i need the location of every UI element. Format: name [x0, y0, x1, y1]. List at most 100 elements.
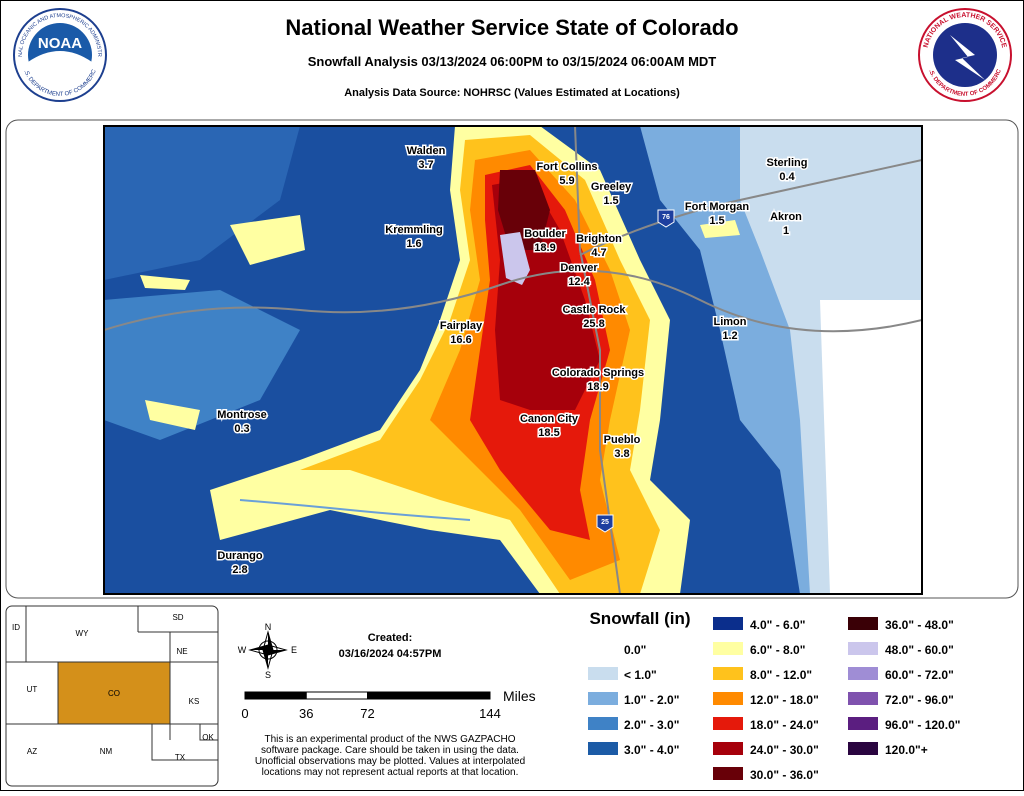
legend-swatch — [713, 642, 743, 655]
compass-label: S — [265, 670, 271, 680]
scale-segment — [244, 691, 307, 700]
legend-label: 0.0" — [624, 643, 646, 657]
city-value: 25.8 — [583, 318, 604, 330]
city-name: Kremmling — [385, 224, 442, 236]
state-label: WY — [76, 629, 90, 638]
scale-tick-label: 36 — [299, 706, 313, 721]
subtitle: Snowfall Analysis 03/13/2024 06:00PM to … — [308, 54, 717, 69]
city-name: Greeley — [591, 181, 632, 193]
city-name: Montrose — [217, 409, 267, 421]
legend-swatch — [848, 617, 878, 630]
city-name: Akron — [770, 211, 802, 223]
city-value: 2.8 — [232, 564, 247, 576]
city-value: 0.4 — [779, 171, 795, 183]
city-name: Canon City — [520, 413, 579, 425]
city-name: Brighton — [576, 233, 622, 245]
city-name: Colorado Springs — [552, 367, 644, 379]
legend-label: 72.0" - 96.0" — [885, 693, 954, 707]
highway-76: 76 — [657, 209, 675, 228]
city-value: 18.9 — [587, 381, 608, 393]
city-value: 18.9 — [534, 242, 555, 254]
legend-label: 36.0" - 48.0" — [885, 618, 954, 632]
state-label: TX — [175, 753, 186, 762]
source: Analysis Data Source: NOHRSC (Values Est… — [344, 87, 680, 99]
legend-label: 6.0" - 8.0" — [750, 643, 805, 657]
compass-rose: N E S W — [238, 622, 297, 680]
snow-map — [104, 126, 922, 594]
state-label: OK — [202, 733, 214, 742]
city-name: Walden — [407, 145, 446, 157]
city-value: 4.7 — [591, 247, 606, 259]
city-value: 5.9 — [559, 175, 574, 187]
scale-tick-label: 0 — [241, 706, 248, 721]
disclaimer: This is an experimental product of the N… — [255, 734, 525, 778]
city-value: 1.2 — [722, 330, 737, 342]
legend-label: 1.0" - 2.0" — [624, 693, 679, 707]
city-labels: Walden 3.7 Fort Collins 5.9 Greeley 1.5 Sterli… — [216, 144, 809, 578]
legend-swatch — [588, 742, 618, 755]
created-time: 03/16/2024 04:57PM — [339, 648, 442, 660]
logo-text: NOAA — [38, 35, 82, 52]
compass-label: N — [265, 622, 272, 632]
scale-bar: 0 36 72 144 — [241, 691, 501, 721]
compass-label: W — [238, 645, 247, 655]
legend-label: 4.0" - 6.0" — [750, 618, 805, 632]
scale-unit: Miles — [503, 688, 536, 704]
state-label: UT — [27, 685, 38, 694]
city-value: 0.3 — [234, 423, 249, 435]
created-label: Created: — [368, 632, 413, 644]
legend-swatch — [713, 617, 743, 630]
state-label: CO — [108, 689, 120, 698]
city-name: Fort Collins — [536, 161, 597, 173]
city-value: 1.5 — [603, 195, 618, 207]
legend-swatch — [848, 742, 878, 755]
disclaimer-line: This is an experimental product of the N… — [264, 734, 515, 745]
legend-swatch — [713, 692, 743, 705]
city-name: Pueblo — [604, 434, 641, 446]
legend-swatch — [848, 642, 878, 655]
legend-label: 2.0" - 3.0" — [624, 718, 679, 732]
legend-label: 3.0" - 4.0" — [624, 743, 679, 757]
city-name: Limon — [714, 316, 747, 328]
state-label: AZ — [27, 747, 37, 756]
city-value: 1 — [783, 225, 789, 237]
state-label: NE — [176, 647, 187, 656]
legend-label: 8.0" - 12.0" — [750, 668, 812, 682]
legend-label: 12.0" - 18.0" — [750, 693, 819, 707]
legend-swatch — [713, 667, 743, 680]
disclaimer-line: Unofficial observations may be plotted. … — [255, 756, 525, 767]
city-name: Fairplay — [440, 320, 483, 332]
legend-title: Snowfall (in) — [589, 609, 690, 628]
legend-label: 30.0" - 36.0" — [750, 768, 819, 782]
legend-label: 48.0" - 60.0" — [885, 643, 954, 657]
city-name: Boulder — [524, 228, 566, 240]
city-value: 16.6 — [450, 334, 471, 346]
legend-label: < 1.0" — [624, 668, 657, 682]
city-value: 1.5 — [709, 215, 724, 227]
title: National Weather Service State of Colora… — [285, 15, 738, 40]
state-label: NM — [100, 747, 113, 756]
legend-swatch — [588, 717, 618, 730]
city-name: Sterling — [767, 157, 808, 169]
legend-swatch — [848, 717, 878, 730]
city-value: 18.5 — [538, 427, 559, 439]
legend-swatch — [713, 742, 743, 755]
legend-swatch — [713, 717, 743, 730]
compass-label: E — [291, 645, 297, 655]
legend-swatch — [588, 642, 618, 655]
city-value: 3.8 — [614, 448, 629, 460]
state-label: ID — [12, 623, 20, 632]
city-name: Durango — [217, 550, 263, 562]
scale-tick-label: 144 — [479, 706, 501, 721]
legend-swatch — [848, 667, 878, 680]
city-name: Castle Rock — [563, 304, 627, 316]
scale-segment — [367, 691, 491, 700]
city-value: 12.4 — [568, 276, 590, 288]
legend-swatch — [848, 692, 878, 705]
state-border — [103, 125, 923, 595]
state-label: KS — [189, 697, 200, 706]
legend-label: 24.0" - 30.0" — [750, 743, 819, 757]
city-value: 3.7 — [418, 159, 433, 171]
